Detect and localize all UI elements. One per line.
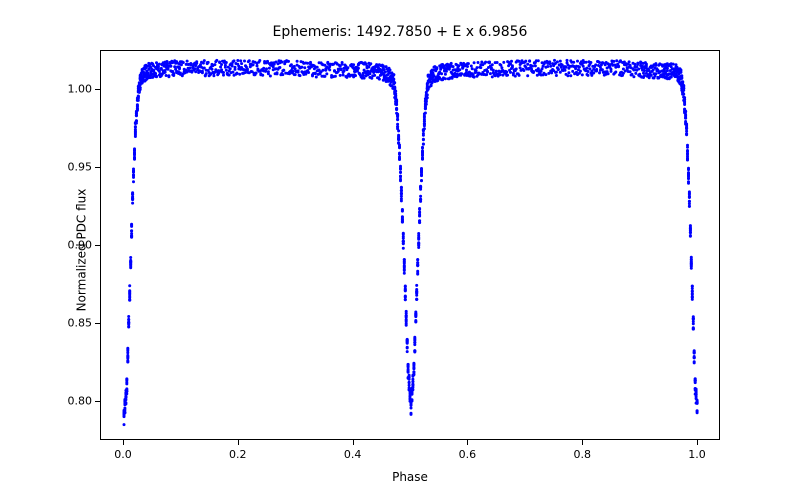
figure: Ephemeris: 1492.7850 + E x 6.9856 Normal… — [0, 0, 800, 500]
y-tick-mark — [95, 245, 100, 246]
x-tick-label: 0.0 — [114, 448, 132, 461]
chart-title: Ephemeris: 1492.7850 + E x 6.9856 — [0, 24, 800, 40]
x-tick-label: 0.2 — [229, 448, 247, 461]
x-tick-mark — [582, 440, 583, 445]
x-tick-label: 1.0 — [688, 448, 706, 461]
y-tick-label: 0.95 — [68, 161, 93, 174]
x-tick-mark — [123, 440, 124, 445]
y-tick-mark — [95, 323, 100, 324]
x-tick-label: 0.8 — [573, 448, 591, 461]
y-tick-label: 0.80 — [68, 395, 93, 408]
x-tick-mark — [353, 440, 354, 445]
y-tick-label: 1.00 — [68, 83, 93, 96]
y-tick-mark — [95, 89, 100, 90]
x-tick-mark — [467, 440, 468, 445]
x-axis-label: Phase — [100, 470, 720, 484]
y-tick-mark — [95, 401, 100, 402]
y-tick-label: 0.90 — [68, 239, 93, 252]
x-tick-label: 0.4 — [344, 448, 362, 461]
plot-area — [100, 50, 720, 440]
scatter-series — [101, 51, 719, 439]
x-tick-mark — [697, 440, 698, 445]
y-tick-label: 0.85 — [68, 317, 93, 330]
x-tick-mark — [238, 440, 239, 445]
x-tick-label: 0.6 — [459, 448, 477, 461]
y-tick-mark — [95, 167, 100, 168]
